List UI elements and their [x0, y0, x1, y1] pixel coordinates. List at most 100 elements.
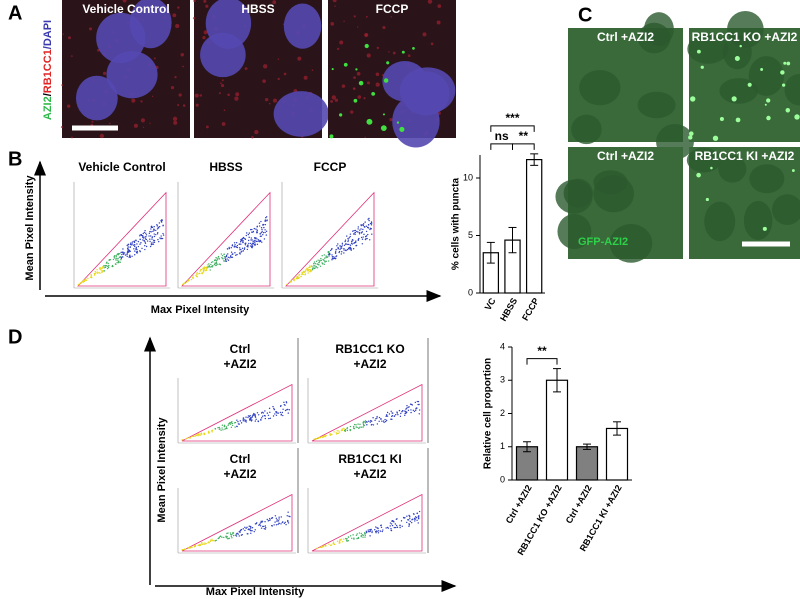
dot — [223, 255, 226, 258]
dot — [258, 222, 261, 224]
dot — [118, 260, 120, 262]
dot — [316, 263, 318, 265]
dot — [235, 535, 238, 537]
dot — [231, 424, 234, 427]
puncta — [380, 125, 387, 132]
dot — [334, 543, 336, 546]
dot — [254, 416, 257, 418]
micrograph — [328, 0, 456, 148]
puncta — [339, 113, 343, 117]
dot — [257, 239, 260, 241]
dot — [248, 242, 250, 245]
stain-part: RB1CC1 — [42, 49, 54, 93]
dot — [77, 284, 80, 286]
dot — [313, 267, 315, 270]
dot — [386, 415, 389, 417]
x-tick-label: FCCP — [520, 296, 541, 322]
signal — [262, 64, 268, 69]
dot — [230, 251, 233, 253]
dot — [379, 530, 382, 532]
panel-label: C — [578, 4, 592, 26]
dot — [330, 433, 333, 436]
dot — [224, 258, 227, 261]
dot — [357, 423, 359, 425]
dot — [353, 538, 355, 540]
cell — [579, 70, 621, 106]
dot — [417, 400, 420, 403]
dot — [227, 259, 230, 261]
signal — [366, 81, 371, 85]
dot — [328, 255, 330, 257]
dot — [375, 526, 377, 528]
dot — [417, 403, 419, 406]
dot — [355, 244, 358, 247]
dot — [122, 253, 124, 255]
dot — [286, 515, 288, 517]
dot — [235, 534, 237, 536]
dot — [149, 240, 151, 243]
dot — [126, 250, 129, 252]
dot — [226, 427, 228, 430]
dot — [235, 242, 238, 244]
dot — [418, 409, 421, 411]
dot — [349, 235, 351, 238]
dot — [333, 256, 335, 258]
dot — [145, 245, 148, 248]
dot — [410, 521, 413, 524]
dot — [336, 245, 338, 247]
dot — [184, 438, 187, 440]
dot — [250, 228, 252, 231]
dot — [351, 537, 353, 540]
dot — [371, 233, 373, 235]
dot — [262, 525, 264, 528]
axis-label: Max Pixel Intensity — [206, 586, 305, 598]
dot — [137, 240, 140, 243]
dot — [355, 424, 357, 426]
signal — [180, 53, 184, 57]
dot — [160, 219, 162, 222]
dot — [264, 219, 266, 222]
dot — [406, 404, 408, 407]
dot — [244, 526, 246, 529]
dot — [264, 525, 267, 527]
dot — [326, 256, 329, 258]
dot — [243, 247, 246, 249]
dot — [254, 241, 256, 243]
cell — [784, 73, 800, 106]
dot — [107, 265, 109, 268]
error-bar — [508, 226, 517, 254]
dot — [85, 279, 88, 282]
dot — [248, 232, 251, 234]
dot — [418, 413, 420, 415]
dot — [338, 431, 341, 433]
signal — [272, 0, 277, 5]
dot — [356, 537, 358, 540]
dot — [260, 227, 263, 229]
dot — [353, 423, 356, 426]
dot — [317, 259, 319, 261]
puncta — [764, 103, 767, 106]
dot — [134, 250, 136, 252]
dot — [251, 228, 253, 231]
dot — [269, 417, 272, 420]
dot — [360, 535, 362, 538]
signal — [205, 125, 209, 129]
dot — [139, 238, 141, 241]
axis-label: Mean Pixel Intensity — [156, 417, 168, 523]
dot — [307, 272, 309, 274]
dot — [251, 246, 253, 249]
dot — [274, 413, 276, 415]
cell — [772, 194, 800, 225]
dot — [343, 249, 345, 251]
dot — [236, 246, 239, 249]
dot — [304, 271, 307, 273]
dot — [112, 258, 115, 261]
dot — [261, 241, 263, 243]
dot — [115, 254, 117, 257]
dot — [348, 246, 350, 249]
dot — [192, 277, 194, 279]
dot — [274, 515, 277, 517]
dot — [302, 273, 304, 275]
signal — [388, 51, 390, 53]
dot — [127, 247, 129, 249]
